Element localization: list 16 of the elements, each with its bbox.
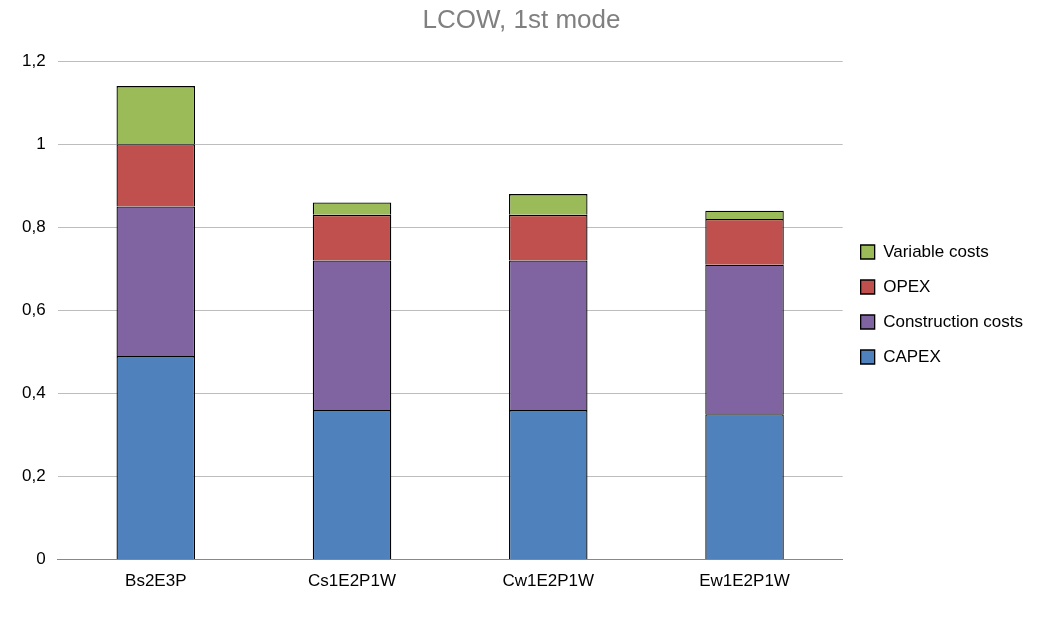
y-tick-label: 0,6 [21, 300, 46, 320]
chart-title: LCOW, 1st mode [422, 3, 621, 34]
legend-label: CAPEX [883, 346, 941, 366]
legend-label: Variable costs [883, 241, 989, 261]
x-tick-label: Cw1E2P1W [502, 571, 595, 591]
x-tick-label: Cs1E2P1W [308, 571, 396, 591]
y-tick-label: 1,2 [21, 50, 46, 70]
y-tick-label: 0,2 [21, 466, 46, 486]
y-tick-label: 0,4 [21, 383, 46, 403]
y-tick-label: 0 [36, 549, 46, 569]
x-tick-label: Bs2E3P [125, 571, 187, 591]
x-tick-label: Ew1E2P1W [699, 571, 790, 591]
legend-label: Construction costs [883, 311, 1024, 331]
legend-label: OPEX [883, 276, 931, 296]
y-tick-label: 0,8 [21, 217, 46, 237]
y-tick-label: 1 [36, 133, 46, 153]
